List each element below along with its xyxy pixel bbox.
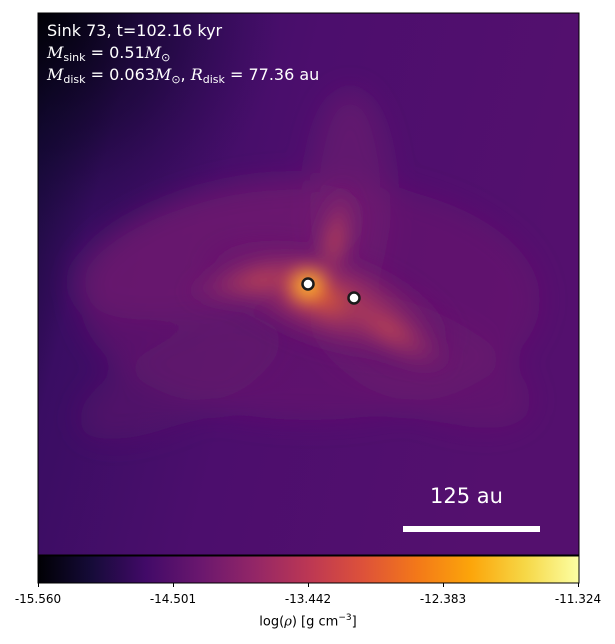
sink-primary-marker: [301, 277, 315, 291]
plot-title: Sink 73, t=102.16 kyr: [47, 21, 223, 40]
m-sink-symbol: Msink: [47, 43, 86, 64]
sink-mass-annotation: Msink = 0.51M⊙: [47, 43, 171, 64]
m-disk-value: = 0.063: [90, 65, 155, 84]
r-disk-value: = 77.36 au: [229, 65, 320, 84]
colorbar: [37, 555, 580, 584]
colorbar-label: log(ρ) [g cm−3]: [259, 613, 357, 630]
sink-secondary-marker: [347, 291, 361, 305]
colorbar-tick-label: -14.501: [149, 592, 197, 606]
colorbar-tick-label: -15.560: [14, 592, 62, 606]
disk-annotation: Mdisk = 0.063M⊙, Rdisk = 77.36 au: [47, 65, 320, 86]
scale-bar: [403, 526, 540, 532]
colorbar-tick-label: -13.442: [284, 592, 332, 606]
m-sink-value: = 0.51: [90, 43, 145, 62]
scale-bar-label: 125 au: [430, 484, 503, 508]
colorbar-tick-label: -12.383: [419, 592, 467, 606]
colorbar-ticks: [38, 583, 579, 587]
colorbar-tick-label: -11.324: [554, 592, 602, 606]
density-heatmap: [38, 13, 579, 555]
